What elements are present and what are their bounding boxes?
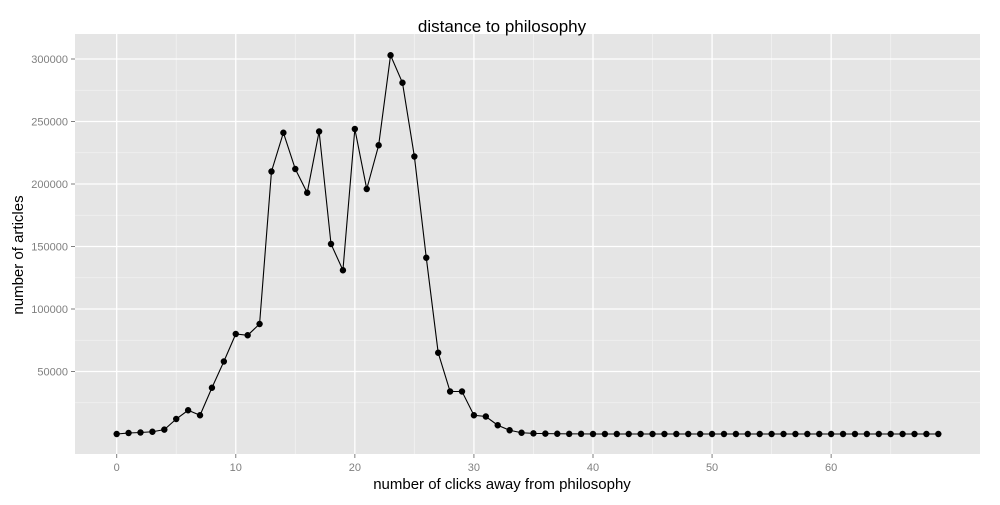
data-point bbox=[780, 430, 787, 438]
data-point bbox=[351, 125, 359, 133]
y-tick-label: 300000 bbox=[31, 54, 68, 66]
data-point bbox=[256, 320, 263, 328]
data-point bbox=[673, 430, 680, 438]
data-point bbox=[756, 430, 763, 438]
data-point bbox=[732, 430, 740, 438]
data-point bbox=[446, 388, 454, 395]
data-point bbox=[804, 430, 811, 438]
data-point bbox=[744, 430, 751, 438]
data-point bbox=[173, 415, 180, 423]
data-point bbox=[280, 129, 287, 136]
data-point bbox=[315, 128, 323, 135]
data-point bbox=[327, 240, 335, 248]
y-tick-label: 150000 bbox=[31, 242, 68, 254]
data-point bbox=[827, 430, 835, 438]
data-point bbox=[851, 430, 859, 438]
data-point bbox=[196, 412, 204, 419]
data-point bbox=[184, 407, 192, 414]
grid-minor bbox=[75, 34, 980, 454]
x-tick-label: 30 bbox=[468, 462, 480, 474]
x-tick-label: 10 bbox=[230, 462, 242, 474]
x-tick-label: 60 bbox=[825, 462, 837, 474]
data-point bbox=[470, 412, 478, 419]
y-tick-label: 50000 bbox=[37, 367, 68, 379]
data-point bbox=[923, 430, 930, 438]
data-point bbox=[911, 430, 918, 438]
series-line bbox=[116, 53, 939, 435]
chart-title: distance to philosophy bbox=[418, 17, 587, 36]
data-point bbox=[161, 426, 168, 433]
data-point bbox=[542, 430, 549, 437]
data-point bbox=[494, 422, 501, 429]
data-point bbox=[375, 142, 382, 149]
grid-major bbox=[75, 34, 980, 454]
data-point bbox=[899, 430, 906, 438]
x-tick-label: 40 bbox=[587, 462, 599, 474]
data-point bbox=[565, 430, 573, 438]
data-point bbox=[649, 430, 656, 438]
data-point bbox=[875, 430, 882, 438]
data-point bbox=[601, 430, 609, 438]
data-point bbox=[399, 79, 406, 86]
data-point bbox=[708, 430, 716, 438]
data-points bbox=[113, 52, 942, 438]
data-point bbox=[792, 430, 799, 438]
data-point bbox=[292, 165, 299, 173]
data-point bbox=[589, 430, 597, 438]
data-point bbox=[839, 430, 847, 438]
data-point bbox=[220, 358, 228, 365]
data-point bbox=[244, 332, 251, 339]
data-point bbox=[887, 430, 894, 438]
data-point bbox=[613, 430, 621, 438]
data-point bbox=[530, 430, 537, 437]
x-axis-ticks: 0 10 20 30 40 50 60 bbox=[114, 454, 837, 474]
x-axis-title: number of clicks away from philosophy bbox=[373, 476, 631, 493]
data-point bbox=[458, 388, 466, 395]
data-point bbox=[768, 430, 775, 438]
data-point bbox=[423, 254, 430, 261]
y-axis-ticks: 50000 100000 150000 200000 250000 300000 bbox=[31, 54, 75, 379]
data-point bbox=[518, 429, 525, 436]
y-tick-label: 100000 bbox=[31, 304, 68, 316]
data-point bbox=[411, 153, 418, 160]
data-point bbox=[137, 429, 144, 436]
plot-panel bbox=[75, 34, 980, 454]
data-point bbox=[720, 430, 728, 438]
data-point bbox=[208, 384, 216, 391]
data-point bbox=[113, 430, 120, 438]
x-tick-label: 0 bbox=[114, 462, 120, 474]
data-point bbox=[363, 185, 370, 193]
data-point bbox=[661, 430, 668, 438]
data-point bbox=[863, 430, 871, 438]
data-point bbox=[577, 430, 585, 438]
x-tick-label: 20 bbox=[349, 462, 361, 474]
data-point bbox=[434, 349, 442, 356]
data-point bbox=[685, 430, 692, 438]
data-point bbox=[482, 413, 490, 420]
data-point bbox=[149, 428, 156, 435]
y-tick-label: 250000 bbox=[31, 117, 68, 129]
data-point bbox=[339, 267, 347, 274]
data-point bbox=[304, 189, 311, 196]
data-point bbox=[696, 430, 704, 438]
data-point bbox=[554, 430, 561, 437]
data-point bbox=[125, 429, 132, 437]
data-point bbox=[232, 330, 239, 338]
data-point bbox=[625, 430, 632, 438]
data-point bbox=[935, 430, 942, 438]
data-point bbox=[506, 427, 513, 434]
series-line-group bbox=[116, 53, 939, 435]
data-point bbox=[637, 430, 644, 438]
x-tick-label: 50 bbox=[706, 462, 718, 474]
data-point bbox=[268, 168, 275, 175]
data-point bbox=[816, 430, 823, 438]
y-tick-label: 200000 bbox=[31, 179, 68, 191]
y-axis-title: number of articles bbox=[10, 195, 27, 314]
data-point bbox=[387, 52, 394, 59]
